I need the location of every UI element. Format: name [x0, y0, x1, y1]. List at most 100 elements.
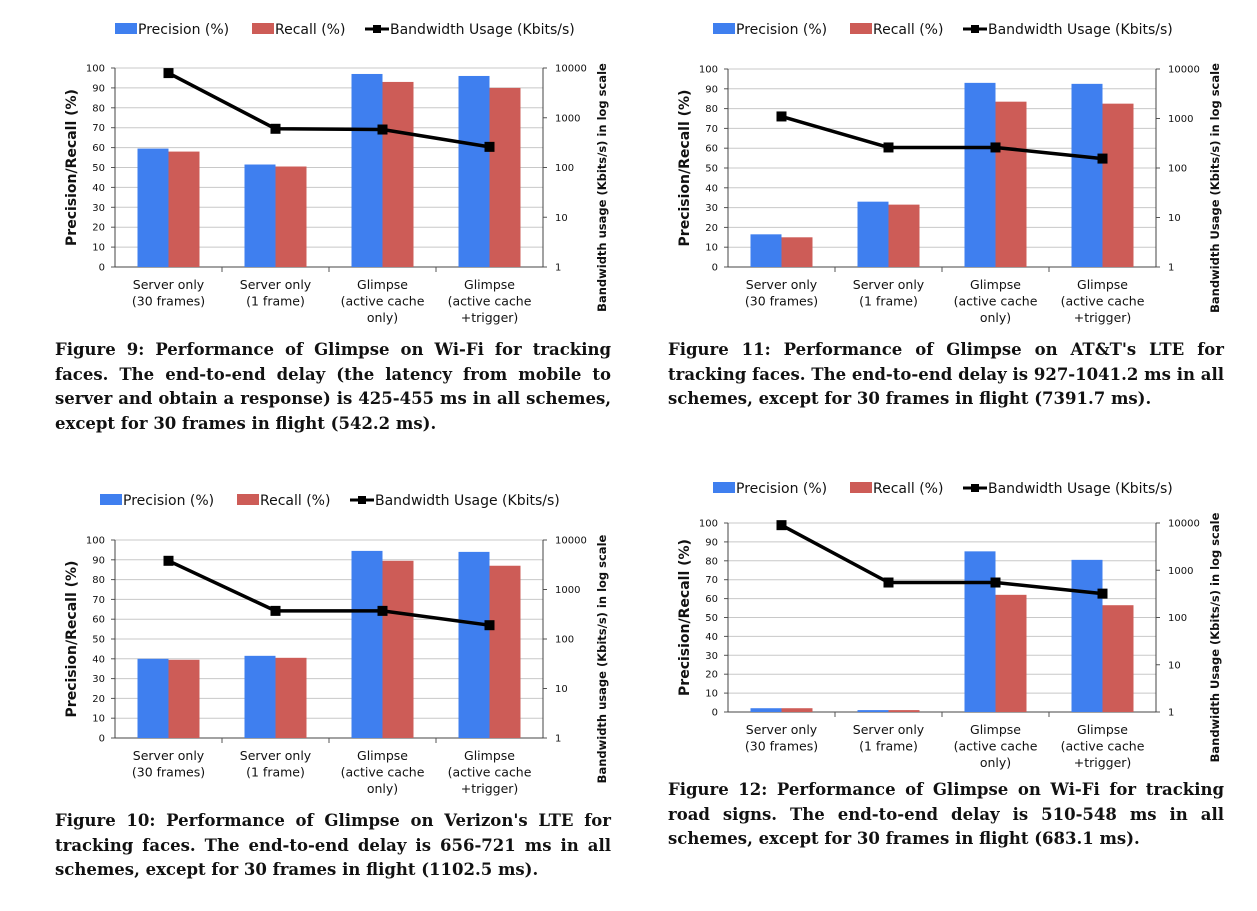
chart-2-y-axis-title: Precision/Recall (%) — [677, 90, 693, 247]
chart-2-legend-precision-label: Precision (%) — [736, 22, 827, 38]
chart-1-y2-tick-label: 1 — [555, 263, 561, 274]
chart-2-category-label: only) — [980, 310, 1011, 325]
chart-1-y-tick-label: 100 — [86, 64, 105, 75]
chart-3-bar-recall — [489, 565, 521, 738]
chart-2-category-label: +trigger) — [1074, 310, 1132, 325]
chart-3-bar-precision — [458, 551, 490, 738]
chart-2-y-tick-label: 0 — [712, 263, 718, 274]
chart-2-bar-recall — [888, 204, 920, 267]
chart-2-y-tick-label: 100 — [699, 65, 718, 76]
chart-1-category-label: Glimpse — [464, 277, 515, 292]
chart-3-y-tick-label: 90 — [92, 555, 105, 566]
chart-1-bandwidth-line — [167, 71, 490, 149]
chart-2-category-label: Glimpse — [970, 277, 1021, 292]
chart-3-y2-tick-label: 10 — [555, 684, 568, 695]
chart-1-category-label: Server only — [133, 277, 205, 292]
chart-2-category-label: (active cache — [1061, 294, 1145, 309]
chart-2-y-tick-label: 70 — [705, 124, 718, 135]
chart-1-bar-precision — [351, 73, 383, 267]
chart-3-category-label: Glimpse — [464, 748, 515, 763]
chart-1-y-tick-label: 20 — [92, 223, 105, 234]
caption-figure-10: Figure 10: Performance of Glimpse on Ver… — [55, 811, 611, 879]
chart-4-category-label: (30 frames) — [745, 739, 818, 754]
chart-1-category-label: Server only — [240, 277, 312, 292]
chart-1-legend-precision-label: Precision (%) — [138, 22, 229, 38]
chart-4-bar-recall — [1102, 605, 1134, 712]
chart-4-y-tick-label: 80 — [705, 556, 718, 567]
chart-4-y-axis-title: Precision/Recall (%) — [677, 539, 693, 696]
chart-3-category-label: (active cache — [341, 765, 425, 780]
chart-4-category-label: (1 frame) — [859, 739, 918, 754]
chart-2-legend-recall-label: Recall (%) — [873, 22, 943, 38]
chart-3-legend-recall-label: Recall (%) — [260, 493, 330, 509]
chart-2-bar-precision — [750, 234, 782, 267]
chart-1-y-tick-label: 80 — [92, 103, 105, 114]
chart-3-legend-precision-swatch — [100, 494, 122, 505]
chart-3-legend-precision-label: Precision (%) — [123, 493, 214, 509]
chart-1-y-tick-label: 0 — [99, 263, 105, 274]
chart-4-y-tick-label: 100 — [699, 519, 718, 530]
chart-4-bandwidth-point — [1097, 588, 1108, 599]
chart-2-y-tick-label: 40 — [705, 183, 718, 194]
chart-2-y2-tick-label: 100 — [1168, 164, 1187, 175]
chart-4-legend-recall-label: Recall (%) — [873, 481, 943, 497]
chart-3-y-tick-label: 70 — [92, 595, 105, 606]
chart-3-category-label: +trigger) — [461, 781, 519, 796]
chart-4-bandwidth-point — [990, 577, 1001, 588]
chart-2-bandwidth-point — [776, 111, 787, 122]
chart-1-bandwidth-point — [270, 123, 281, 134]
chart-2-bar-precision — [1071, 83, 1103, 267]
chart-3-bandwidth-point — [163, 555, 174, 566]
chart-3-bandwidth-line — [167, 559, 490, 627]
chart-3-y-tick-label: 10 — [92, 714, 105, 725]
chart-3-y2-axis-title: Bandwidth usage (Kbits/s) in log scale — [595, 534, 609, 783]
chart-4-y2-tick-label: 1000 — [1168, 566, 1193, 577]
chart-3-bandwidth-point — [377, 605, 388, 616]
chart-4-category-label: only) — [980, 755, 1011, 770]
chart-3-y-axis-title: Precision/Recall (%) — [64, 561, 80, 718]
chart-2-legend-bandwidth-label: Bandwidth Usage (Kbits/s) — [988, 22, 1173, 38]
chart-1-y2-tick-label: 10 — [555, 213, 568, 224]
chart-1-legend-bandwidth-label: Bandwidth Usage (Kbits/s) — [390, 22, 575, 38]
chart-3-y-tick-label: 100 — [86, 536, 105, 547]
chart-4-y-tick-label: 40 — [705, 632, 718, 643]
chart-1-y-tick-label: 50 — [92, 163, 105, 174]
chart-2-legend-recall-swatch — [850, 23, 872, 34]
chart-2-y-tick-label: 60 — [705, 144, 718, 155]
chart-2-bar-recall — [995, 101, 1027, 267]
chart-2-y2-tick-label: 1 — [1168, 263, 1174, 274]
chart-2-category-label: (30 frames) — [745, 294, 818, 309]
chart-1-category-label: +trigger) — [461, 310, 519, 325]
chart-1-bar-precision — [458, 75, 490, 268]
chart-4-legend-precision-label: Precision (%) — [736, 481, 827, 497]
chart-3-y-tick-label: 0 — [99, 734, 105, 745]
chart-4-y2-tick-label: 10 — [1168, 660, 1181, 671]
chart-4-y2-axis-title: Bandwidth Usage (Kbits/s) in log scale — [1208, 512, 1222, 762]
chart-3-legend-bandwidth-label: Bandwidth Usage (Kbits/s) — [375, 493, 560, 509]
chart-4-bandwidth-point — [883, 577, 894, 588]
chart-1-legend-precision-swatch — [115, 23, 137, 34]
chart-4-category-label: Server only — [853, 722, 925, 737]
chart-3-category-label: Server only — [133, 748, 205, 763]
chart-4-legend-bandwidth-marker — [971, 484, 979, 492]
chart-3-y-tick-label: 60 — [92, 615, 105, 626]
chart-1-bar-recall — [382, 81, 414, 268]
chart-1-y-tick-label: 10 — [92, 243, 105, 254]
chart-4-bandwidth-line — [780, 523, 1103, 596]
chart-3-bandwidth-point — [270, 605, 281, 616]
chart-3-bar-precision — [137, 658, 169, 738]
chart-1-y-tick-label: 40 — [92, 183, 105, 194]
chart-4-category-label: Glimpse — [970, 722, 1021, 737]
chart-4-category-label: Server only — [746, 722, 818, 737]
chart-4-y-tick-label: 0 — [712, 708, 718, 719]
chart-3-bar-recall — [168, 659, 200, 738]
chart-2-y-tick-label: 80 — [705, 104, 718, 115]
chart-1-legend-recall-label: Recall (%) — [275, 22, 345, 38]
chart-1-bandwidth-point — [484, 141, 495, 152]
chart-2-y2-tick-label: 1000 — [1168, 114, 1193, 125]
chart-1-bandwidth-point — [163, 68, 174, 79]
chart-4-legend-bandwidth-label: Bandwidth Usage (Kbits/s) — [988, 481, 1173, 497]
chart-2-legend-precision-swatch — [713, 23, 735, 34]
chart-3-bar-recall — [382, 560, 414, 738]
